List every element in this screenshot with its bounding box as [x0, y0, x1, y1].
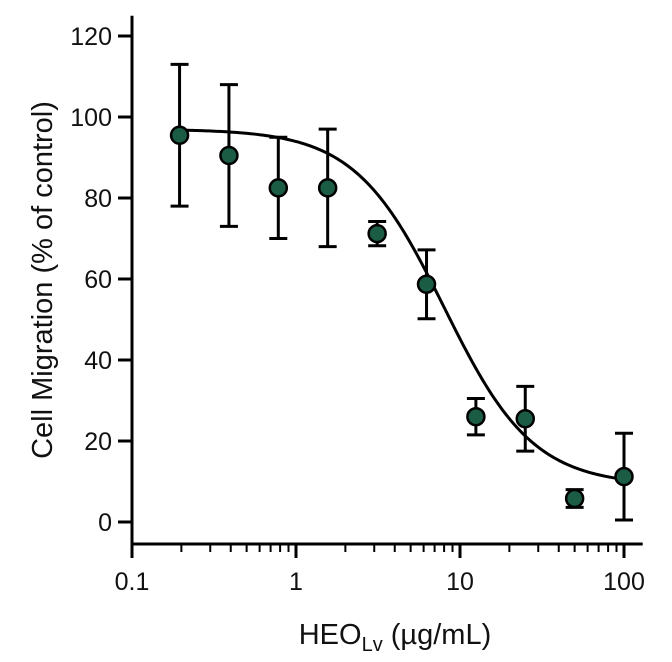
y-tick-label-0: 0: [98, 509, 112, 537]
x-axis-label-subscript: Lv: [362, 634, 383, 656]
y-axis-label: Cell Migration (% of control): [27, 101, 59, 459]
data-point-5: [416, 274, 437, 295]
x-axis-label-main: HEO: [299, 619, 362, 651]
data-point-8: [564, 488, 585, 509]
x-axis-label: HEOLv (µg/mL): [299, 619, 492, 656]
data-point-3: [317, 178, 338, 198]
axes: 0 20 40 60 80 100 120 0.1 1 10 100: [70, 15, 645, 596]
y-tick-label-120: 120: [70, 23, 112, 51]
y-tick-label-40: 40: [84, 347, 112, 375]
error-bars-group: [170, 62, 633, 522]
x-tick-label-0.1: 0.1: [115, 568, 150, 596]
x-tick-label-10: 10: [446, 568, 474, 596]
y-tick-label-60: 60: [84, 266, 112, 294]
data-point-4: [367, 223, 387, 244]
x-tick-label-100: 100: [603, 568, 645, 596]
data-points-group: [169, 125, 634, 509]
y-tick-label-20: 20: [84, 428, 112, 456]
data-point-2: [268, 178, 289, 198]
data-point-7: [515, 408, 536, 429]
data-point-6: [466, 406, 486, 427]
fit-curve: [179, 128, 625, 481]
x-tick-label-1: 1: [289, 568, 303, 596]
fit-curve-group: [179, 128, 625, 481]
data-point-1: [219, 145, 239, 166]
x-axis-label-unit: (µg/mL): [383, 619, 492, 651]
data-point-9: [614, 466, 634, 487]
data-point-0: [169, 125, 190, 145]
y-tick-label-80: 80: [84, 185, 112, 213]
y-tick-label-100: 100: [70, 104, 112, 132]
